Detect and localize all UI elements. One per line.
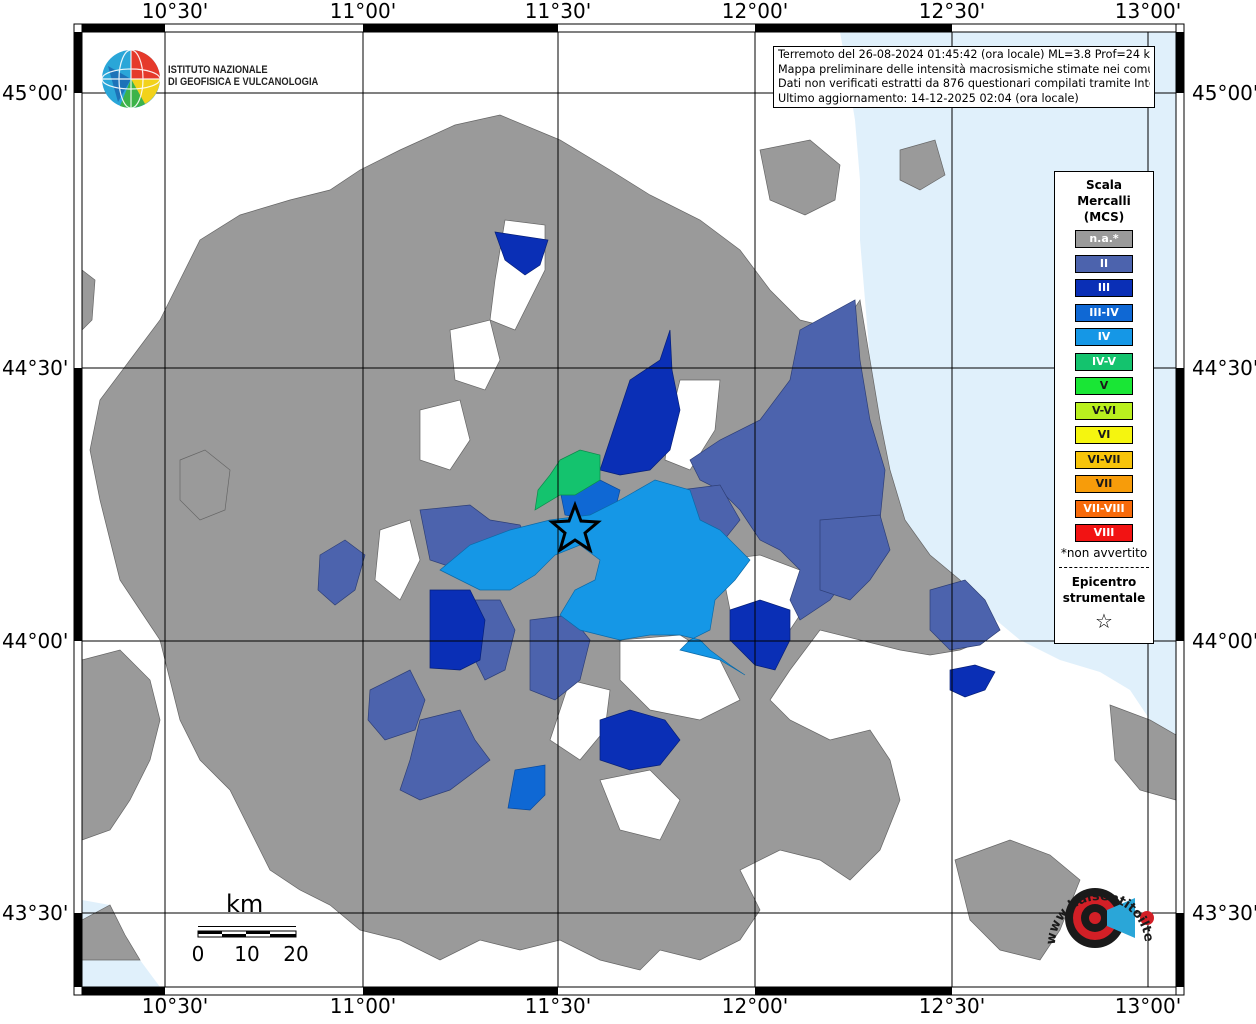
graticule (82, 32, 1176, 987)
lon-label-bottom-6: 13°00' (1114, 994, 1182, 1018)
lat-label-left-1: 45°00' (2, 81, 69, 105)
ingv-logo-text: ISTITUTO NAZIONALE DI GEOFISICA E VULCAN… (168, 64, 319, 88)
region-intensity-IV (439, 479, 751, 676)
legend-title: Scala Mercalli (MCS) (1077, 178, 1131, 224)
legend-swatch-vi: VI (1075, 426, 1133, 444)
scale-bar: km 0 10 20 (190, 890, 330, 970)
hai-sentito-logo-icon: www.haisentitoilterremoto.it (1028, 849, 1156, 948)
lat-label-right-1: 45°00' (1192, 81, 1256, 105)
lon-label-top-5: 12°30' (918, 0, 986, 23)
legend-swatch-v-vi: V-VI (1075, 401, 1133, 420)
legend-swatch-vii: VII (1075, 475, 1133, 493)
lon-label-bottom-3: 11°30' (524, 994, 592, 1018)
region-intensity-III (429, 231, 996, 771)
legend-swatch-n-a-: n.a.* (1075, 230, 1133, 248)
region-intensity-IV-V (534, 449, 601, 511)
lon-label-top-4: 12°00' (721, 0, 789, 23)
lon-label-bottom-5: 12°30' (918, 994, 986, 1018)
lon-label-bottom-2: 11°00' (329, 994, 397, 1018)
lon-label-bottom-4: 12°00' (721, 994, 789, 1018)
legend-swatch-iii-iv: III-IV (1075, 303, 1133, 322)
legend-swatch-iii: III (1075, 279, 1133, 297)
scale-bar-unit: km (226, 890, 264, 918)
legend-epicenter-star-icon: ☆ (1095, 609, 1113, 633)
ingv-logo: ISTITUTO NAZIONALE DI GEOFISICA E VULCAN… (100, 48, 320, 110)
lat-label-left-4: 43°30' (2, 901, 69, 925)
lon-label-bottom-1: 10°30' (141, 994, 209, 1018)
lat-label-right-3: 44°00' (1192, 629, 1256, 653)
legend-swatch-iv: IV (1075, 328, 1133, 346)
legend-swatch-ii: II (1075, 254, 1133, 273)
scale-tick-10: 10 (234, 942, 260, 966)
hai-sentito-badge: www.haisentitoilterremoto.it (1028, 849, 1165, 980)
lat-label-right-2: 44°30' (1192, 356, 1256, 380)
legend-epicenter-label: Epicentro strumentale (1062, 575, 1146, 605)
region-intensity-II (317, 299, 1001, 801)
legend-swatch-vii-viii: VII-VIII (1075, 499, 1133, 518)
info-line-2: Mappa preliminare delle intensità macros… (778, 62, 1150, 76)
scale-bar-graphic (197, 926, 297, 938)
lat-label-left-2: 44°30' (2, 356, 69, 380)
legend-swatch-vi-vii: VI-VII (1075, 450, 1133, 469)
info-line-3: Dati non verificati estratti da 876 ques… (778, 77, 1150, 90)
legend-swatch-iv-v: IV-V (1075, 352, 1133, 371)
event-info-box: Terremoto del 26-08-2024 01:45:42 (ora l… (773, 46, 1155, 108)
intensity-legend: Scala Mercalli (MCS) n.a.* II III III-IV IV I… (1054, 171, 1154, 644)
legend-swatch-v: V (1075, 377, 1133, 395)
info-line-1: Terremoto del 26-08-2024 01:45:42 (ora l… (778, 48, 1150, 61)
lon-label-top-6: 13°00' (1114, 0, 1182, 23)
legend-swatch-viii: VIII (1075, 524, 1133, 542)
info-line-4: Ultimo aggiornamento: 14-12-2025 02:04 (… (778, 91, 1079, 105)
legend-separator (1059, 567, 1149, 568)
scale-tick-0: 0 (191, 942, 205, 966)
lat-label-left-3: 44°00' (2, 629, 69, 653)
ingv-globe-icon (101, 49, 161, 109)
scale-tick-20: 20 (283, 942, 309, 966)
lon-label-top-1: 10°30' (141, 0, 209, 23)
map-frame (73, 23, 1185, 996)
lon-label-top-3: 11°30' (524, 0, 592, 23)
legend-not-felt-note: *non avvertito (1060, 546, 1148, 560)
lon-label-top-2: 11°00' (329, 0, 397, 23)
epicenter-star (548, 500, 602, 554)
lat-label-right-4: 43°30' (1192, 901, 1256, 925)
